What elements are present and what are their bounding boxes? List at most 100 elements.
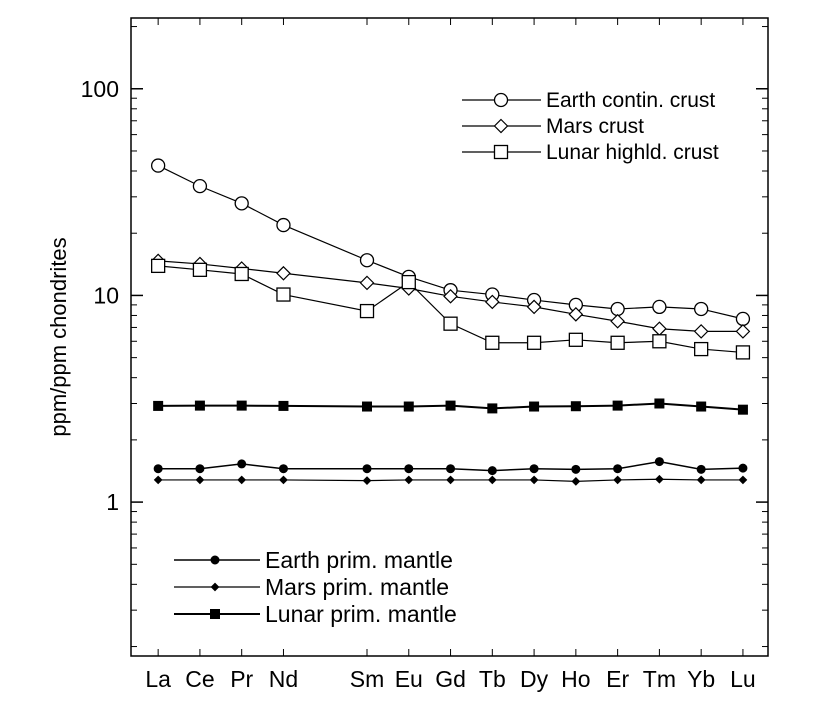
- y-axis-title: ppm/ppm chondrites: [46, 237, 71, 436]
- data-point: [652, 334, 667, 349]
- x-tick-label: Ce: [185, 666, 214, 692]
- legend-item: Lunar highld. crust: [462, 141, 719, 164]
- data-point: [359, 253, 375, 268]
- data-point: [276, 287, 291, 302]
- data-point: [738, 463, 748, 473]
- x-tick-label: Gd: [435, 666, 466, 692]
- data-point: [276, 217, 291, 233]
- minor-ticks: [131, 26, 768, 648]
- data-point: [696, 464, 706, 474]
- data-point: [487, 403, 498, 414]
- legend-top-right: Earth contin. crust Mars crust Lunar highl…: [462, 89, 719, 164]
- data-point: [571, 476, 581, 486]
- x-tick-label: Er: [606, 666, 629, 692]
- legend-marker: [493, 118, 509, 134]
- legend-item: Earth contin. crust: [462, 89, 715, 112]
- x-tick-label: Pr: [230, 666, 253, 692]
- series-line: [158, 460, 743, 472]
- data-point: [153, 464, 163, 474]
- data-point: [568, 332, 584, 347]
- data-point: [403, 401, 414, 412]
- data-point: [485, 335, 500, 350]
- x-tick-labels: La Ce Pr Nd Sm Eu Gd Tb Dy Ho Er Tm Yb Lu: [145, 666, 755, 692]
- data-point: [735, 345, 751, 360]
- data-point: [529, 464, 539, 474]
- data-point: [738, 475, 748, 485]
- data-point: [443, 288, 458, 304]
- series-lunar-highld-crust: [151, 258, 751, 360]
- data-point: [278, 400, 289, 411]
- data-point: [652, 321, 667, 337]
- data-point: [194, 400, 205, 411]
- data-point: [401, 274, 416, 290]
- data-point: [443, 316, 458, 331]
- legend-marker: [493, 144, 509, 160]
- data-point: [153, 400, 164, 411]
- legend-item: Lunar prim. mantle: [174, 601, 457, 627]
- data-point: [236, 400, 247, 411]
- legend-marker: [210, 582, 220, 592]
- data-point: [694, 341, 709, 357]
- legend-marker: [210, 555, 220, 565]
- y-tick-label: 10: [93, 282, 119, 308]
- data-point: [610, 313, 625, 329]
- data-point: [279, 475, 288, 485]
- series-line: [158, 402, 744, 411]
- data-point: [737, 404, 748, 415]
- x-tick-label: Dy: [520, 666, 549, 692]
- legend-item: Earth prim. mantle: [174, 547, 453, 573]
- x-tick-label: La: [145, 666, 171, 692]
- data-point: [237, 459, 247, 469]
- data-point: [693, 324, 709, 339]
- data-point: [610, 301, 625, 317]
- series-mars-prim-mantle: [153, 474, 748, 486]
- data-point: [192, 178, 208, 194]
- data-point: [151, 258, 166, 274]
- data-point: [529, 475, 539, 485]
- data-point: [362, 401, 373, 412]
- data-point: [195, 464, 205, 474]
- data-point: [654, 457, 664, 467]
- data-point: [362, 476, 372, 486]
- data-point: [529, 401, 540, 412]
- legend-label: Mars crust: [546, 115, 644, 138]
- major-ticks: [131, 88, 768, 503]
- legend-label: Earth contin. crust: [546, 89, 715, 112]
- x-tick-label: Ho: [561, 666, 590, 692]
- series-layer: [150, 158, 751, 486]
- legend-label: Lunar highld. crust: [546, 141, 719, 164]
- x-tick-label: Nd: [269, 666, 298, 692]
- data-point: [571, 464, 581, 474]
- data-point: [234, 266, 249, 282]
- x-ticks: [157, 18, 744, 656]
- legend-label: Mars prim. mantle: [265, 574, 449, 600]
- data-point: [570, 401, 581, 412]
- data-point: [487, 475, 497, 485]
- legend-item: Mars crust: [462, 115, 644, 138]
- legend-item: Mars prim. mantle: [174, 574, 449, 600]
- data-point: [195, 475, 205, 485]
- x-tick-label: Yb: [687, 666, 715, 692]
- data-point: [278, 464, 288, 474]
- data-point: [446, 464, 456, 474]
- data-point: [694, 301, 709, 317]
- data-point: [487, 466, 497, 476]
- legend-layer: Earth contin. crust Mars crust Lunar highl…: [174, 89, 719, 627]
- data-point: [151, 158, 166, 173]
- data-point: [568, 306, 584, 322]
- data-point: [654, 398, 665, 409]
- legend-label: Lunar prim. mantle: [265, 601, 457, 627]
- legend-marker: [210, 609, 220, 619]
- data-point: [276, 265, 291, 281]
- data-point: [613, 475, 622, 485]
- x-tick-label: Sm: [350, 666, 385, 692]
- data-point: [735, 311, 751, 327]
- data-point: [404, 464, 414, 474]
- series-earth-prim-mantle: [153, 457, 748, 476]
- data-point: [192, 262, 208, 277]
- series-lunar-prim-mantle: [153, 398, 748, 415]
- legend-marker: [493, 92, 509, 108]
- data-point: [652, 299, 667, 315]
- data-point: [237, 475, 247, 485]
- data-point: [404, 475, 414, 485]
